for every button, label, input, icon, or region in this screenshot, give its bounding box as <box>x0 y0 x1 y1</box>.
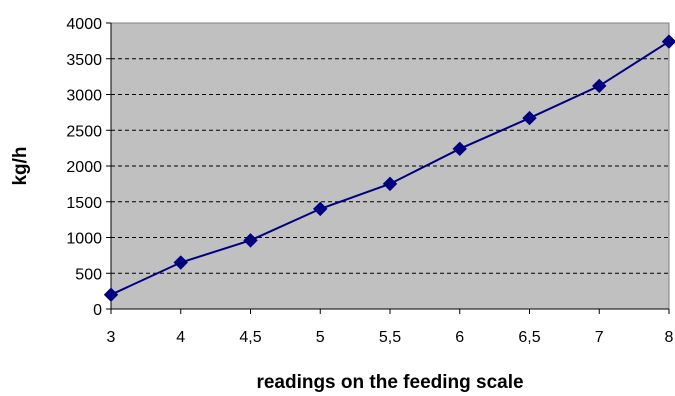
x-tick-label: 5 <box>316 329 325 346</box>
y-tick-label: 1500 <box>66 195 102 212</box>
data-point <box>313 201 328 217</box>
data-point <box>243 233 258 248</box>
y-tick-label: 3500 <box>66 52 102 69</box>
y-tick-label: 2500 <box>66 123 102 140</box>
y-tick-label: 1000 <box>66 231 102 248</box>
data-point <box>522 110 537 126</box>
x-axis-title: readings on the feeding scale <box>256 372 523 393</box>
y-tick-label: 500 <box>75 266 102 283</box>
data-point <box>592 78 607 94</box>
data-point <box>173 255 188 270</box>
plot-area <box>110 22 670 310</box>
x-tick-label: 3 <box>107 329 116 346</box>
y-axis: 0 500 1000 1500 2000 2500 3000 3500 4000 <box>66 16 112 319</box>
x-tick-label: 8 <box>665 329 674 346</box>
series-1 <box>103 34 675 302</box>
x-tick-label: 6,5 <box>518 329 540 346</box>
x-tick-label: 4 <box>176 329 185 346</box>
x-tick-label: 4,5 <box>239 329 261 346</box>
x-tick-label: 5,5 <box>379 329 401 346</box>
data-point <box>661 34 675 49</box>
y-tick-label: 4000 <box>66 16 102 33</box>
data-point <box>382 176 398 192</box>
y-tick-label: 3000 <box>66 88 102 105</box>
x-axis: 3 4 4,5 5 5,5 6 6,5 7 8 <box>107 308 674 346</box>
x-tick-label: 7 <box>595 329 604 346</box>
y-tick-label: 2000 <box>66 159 102 176</box>
gridlines <box>111 58 669 274</box>
y-tick-label: 0 <box>93 302 102 319</box>
x-tick-label: 6 <box>455 329 464 346</box>
y-axis-title: kg/h <box>10 146 31 185</box>
data-point <box>103 287 119 302</box>
data-point <box>452 141 467 157</box>
